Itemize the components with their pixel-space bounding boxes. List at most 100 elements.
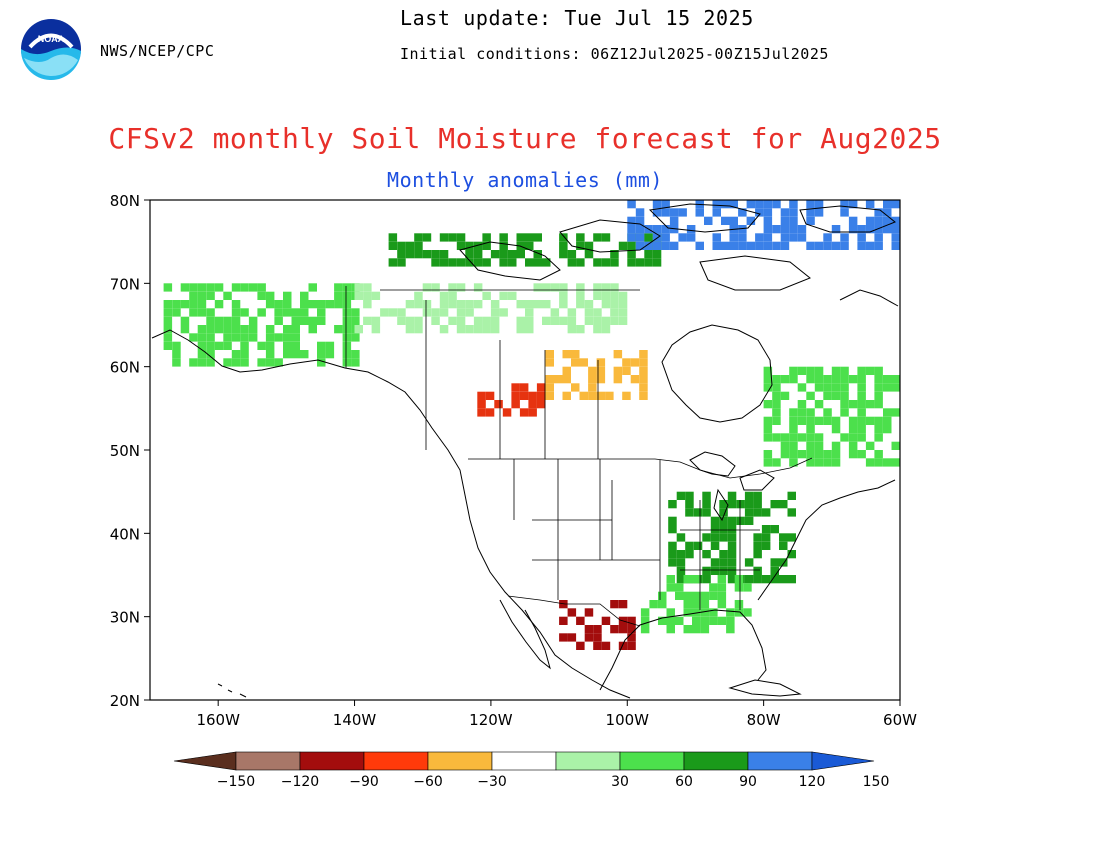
anomaly-cell [610, 291, 619, 300]
anomaly-cell [840, 241, 849, 250]
anomaly-cell [627, 241, 636, 250]
anomaly-cell [511, 400, 520, 409]
anomaly-cell [700, 608, 710, 617]
anomaly-region [668, 491, 796, 584]
anomaly-cell [291, 350, 300, 359]
anomaly-cell [727, 533, 737, 542]
anomaly-cell [576, 300, 585, 309]
anomaly-cell [456, 283, 466, 292]
anomaly-cell [240, 333, 249, 342]
anomaly-cell [755, 200, 764, 209]
anomaly-cell [397, 241, 406, 250]
anomaly-cell [601, 316, 611, 325]
anomaly-cell [601, 233, 611, 242]
anomaly-cell [743, 608, 752, 617]
anomaly-cell [576, 291, 585, 300]
anomaly-cell [806, 200, 815, 209]
anomaly-cell [891, 241, 900, 250]
anomaly-cell [317, 341, 326, 350]
colorbar-label: −150 [217, 774, 255, 790]
anomaly-cell [848, 425, 858, 434]
anomaly-cell [536, 400, 546, 409]
anomaly-cell [761, 525, 771, 534]
anomaly-cell [770, 575, 779, 584]
anomaly-cell [189, 283, 198, 292]
anomaly-cell [883, 416, 892, 425]
anomaly-cell [627, 258, 636, 267]
anomaly-cell [763, 433, 773, 442]
anomaly-cell [712, 200, 721, 209]
anomaly-cell [431, 283, 440, 292]
anomaly-cell [618, 641, 628, 650]
anomaly-cell [874, 416, 883, 425]
colorbar-segment [747, 751, 813, 771]
anomaly-cell [542, 316, 551, 325]
anomaly-cell [342, 308, 352, 317]
canada-province-lines [380, 289, 640, 459]
anomaly-cell [823, 383, 832, 392]
anomaly-cell [874, 225, 883, 234]
political-borders [345, 286, 813, 627]
lon-tick-label: 140W [333, 711, 377, 729]
anomaly-cell [797, 366, 807, 375]
anomaly-cell [770, 566, 779, 575]
anomaly-cell [744, 558, 754, 567]
anomaly-cell [562, 350, 571, 359]
anomaly-cell [668, 541, 677, 550]
anomaly-cell [729, 216, 738, 225]
anomaly-cell [685, 550, 694, 559]
anomaly-cell [806, 433, 815, 442]
anomaly-cell [763, 200, 773, 209]
anomaly-cell [283, 308, 292, 317]
anomaly-cell [676, 566, 686, 575]
anomaly-cell [291, 333, 300, 342]
anomaly-cell [744, 491, 754, 500]
anomaly-cell [593, 633, 602, 642]
anomaly-cell [840, 375, 849, 384]
anomaly-cell [397, 308, 406, 317]
anomaly-cell [668, 550, 677, 559]
anomaly-cell [857, 366, 866, 375]
anomaly-cell [683, 600, 692, 609]
anomaly-cell [666, 575, 675, 584]
anomaly-cell [627, 216, 636, 225]
anomaly-cell [779, 558, 788, 567]
anomaly-cell [197, 325, 207, 334]
anomaly-cell [482, 258, 491, 267]
anomaly-cell [721, 216, 730, 225]
anomaly-cell [763, 416, 773, 425]
anomaly-cell [789, 458, 798, 467]
anomaly-cell [719, 516, 728, 525]
anomaly-cell [857, 433, 866, 442]
anomaly-cell [883, 216, 892, 225]
anomaly-cell [710, 541, 720, 550]
anomaly-cell [883, 375, 892, 384]
anomaly-cell [806, 208, 815, 217]
anomaly-cell [163, 316, 173, 325]
anomaly-cell [814, 208, 824, 217]
anomaly-cell [639, 383, 648, 392]
anomaly-cell [172, 341, 181, 350]
anomaly-cell [710, 533, 720, 542]
anomaly-cell [163, 341, 173, 350]
anomaly-cell [622, 366, 631, 375]
anomaly-cell [448, 291, 457, 300]
anomaly-cell [772, 408, 781, 417]
lon-tick-label: 80W [747, 711, 781, 729]
anomaly-cell [692, 575, 701, 584]
anomaly-cell [719, 508, 728, 517]
anomaly-cell [719, 525, 728, 534]
anomaly-cell [726, 608, 735, 617]
anomaly-cell [465, 300, 474, 309]
anomaly-cell [567, 316, 577, 325]
anomaly-cell [342, 325, 352, 334]
lat-tick-label: 20N [110, 692, 140, 710]
anomaly-cell [388, 258, 398, 267]
anomaly-cell [456, 308, 466, 317]
anomaly-cell [685, 508, 694, 517]
anomaly-cell [857, 400, 866, 409]
anomaly-cell [354, 325, 363, 334]
anomaly-cell [610, 250, 619, 259]
anomaly-cell [710, 558, 720, 567]
map-subtitle: Monthly anomalies (mm) [387, 168, 663, 192]
